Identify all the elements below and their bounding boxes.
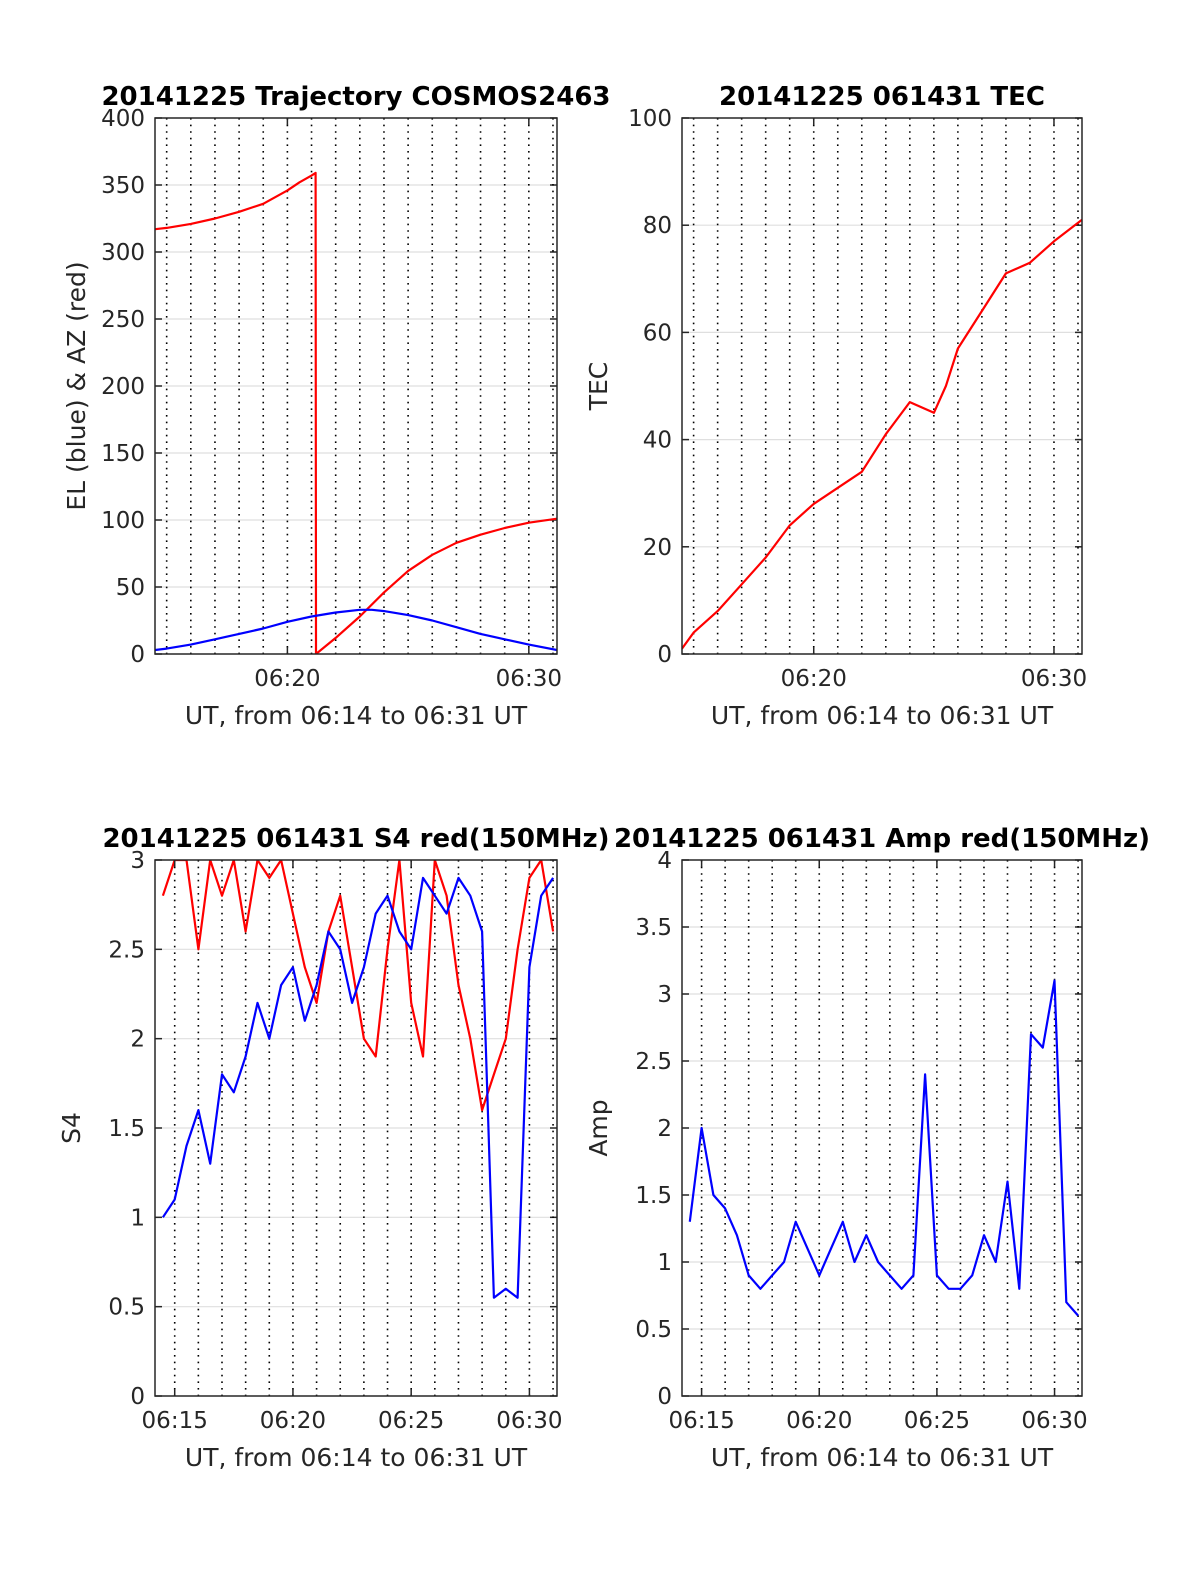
y-tick-label: 400: [101, 106, 145, 132]
y-axis-label: EL (blue) & AZ (red): [62, 261, 91, 510]
axes-frame: [154, 859, 558, 1397]
y-tick-label: 3: [130, 848, 145, 874]
chart-title: 20141225 Trajectory COSMOS2463: [101, 82, 610, 112]
series-line-2: [155, 608, 557, 652]
x-axis-label: UT, from 06:14 to 06:31 UT: [185, 701, 528, 730]
x-tick-label: 06:30: [1021, 1408, 1087, 1434]
series-line-1: [688, 979, 1079, 1317]
y-tick-label: 150: [101, 441, 145, 467]
x-tick-label: 06:15: [142, 1408, 208, 1434]
y-tick-label: 100: [101, 508, 145, 534]
chart-panel-2: 0 20 40 60 80 100 06:20 06:30 20141225 061431 TE…: [584, 82, 1087, 730]
x-axis-label: UT, from 06:14 to 06:31 UT: [711, 701, 1054, 730]
chart-title: 20141225 061431 S4 red(150MHz): [102, 824, 609, 854]
y-axis-label: TEC: [584, 362, 613, 412]
y-tick-label: 60: [643, 320, 672, 346]
series-group: [155, 171, 557, 654]
y-tick-label: 2: [130, 1027, 145, 1053]
series-group: [161, 860, 555, 1299]
x-tick-label: 06:30: [496, 1408, 562, 1434]
y-tick-label: 0: [130, 1384, 145, 1410]
y-tick-label: 2.5: [635, 1049, 672, 1075]
y-tick-label: 1: [657, 1250, 672, 1276]
y-tick-label: 0: [657, 642, 672, 668]
chart-panel-1: 0 50 100 150 200 250 300 350 400 06:20 06:30 201412…: [62, 82, 611, 730]
axes-frame: [681, 859, 1083, 1397]
y-tick-label: 200: [101, 374, 145, 400]
x-tick-label: 06:25: [378, 1408, 444, 1434]
axes-frame: [681, 117, 1083, 655]
chart-title: 20141225 061431 Amp red(150MHz): [614, 824, 1150, 854]
series-group: [682, 218, 1082, 650]
y-tick-label: 100: [628, 106, 672, 132]
y-tick-label: 20: [643, 535, 672, 561]
x-tick-label: 06:15: [668, 1408, 734, 1434]
y-tick-label: 0.5: [635, 1317, 672, 1343]
axes-frame: [154, 117, 558, 655]
x-tick-label: 06:30: [1021, 666, 1087, 692]
chart-panel-3: 0 0.5 1 1.5 2 2.5 3 06:15 06:20 06:25 06:30 2014122…: [57, 824, 610, 1472]
y-tick-label: 0: [130, 642, 145, 668]
y-tick-label: 2.5: [108, 937, 145, 963]
series-line-2: [161, 876, 555, 1299]
y-axis-label: S4: [57, 1112, 86, 1144]
y-tick-label: 2: [657, 1116, 672, 1142]
chart-title: 20141225 061431 TEC: [719, 82, 1045, 112]
y-tick-label: 1.5: [635, 1183, 672, 1209]
chart-panel-4: 0 0.5 1 1.5 2 2.5 3 3.5 4 06:15 06:20 06:25 06:30 201…: [584, 824, 1150, 1472]
x-axis-label: UT, from 06:14 to 06:31 UT: [711, 1443, 1054, 1472]
y-tick-label: 3.5: [635, 915, 672, 941]
x-tick-label: 06:20: [786, 1408, 852, 1434]
x-tick-label: 06:20: [260, 1408, 326, 1434]
y-tick-label: 250: [101, 307, 145, 333]
x-tick-label: 06:20: [781, 666, 847, 692]
y-tick-label: 350: [101, 173, 145, 199]
y-tick-label: 4: [657, 848, 672, 874]
y-tick-label: 1: [130, 1205, 145, 1231]
y-tick-label: 80: [643, 213, 672, 239]
y-tick-label: 40: [643, 428, 672, 454]
y-tick-label: 1.5: [108, 1116, 145, 1142]
series-line-1: [682, 218, 1082, 650]
y-tick-label: 300: [101, 240, 145, 266]
series-group: [688, 979, 1079, 1317]
x-tick-label: 06:25: [904, 1408, 970, 1434]
y-tick-label: 50: [116, 575, 145, 601]
y-tick-label: 3: [657, 982, 672, 1008]
x-tick-label: 06:30: [496, 666, 562, 692]
y-axis-label: Amp: [584, 1099, 613, 1156]
y-tick-label: 0: [657, 1384, 672, 1410]
y-tick-label: 0.5: [108, 1295, 145, 1321]
x-axis-label: UT, from 06:14 to 06:31 UT: [185, 1443, 528, 1472]
x-tick-label: 06:20: [254, 666, 320, 692]
series-line-1: [155, 171, 557, 654]
